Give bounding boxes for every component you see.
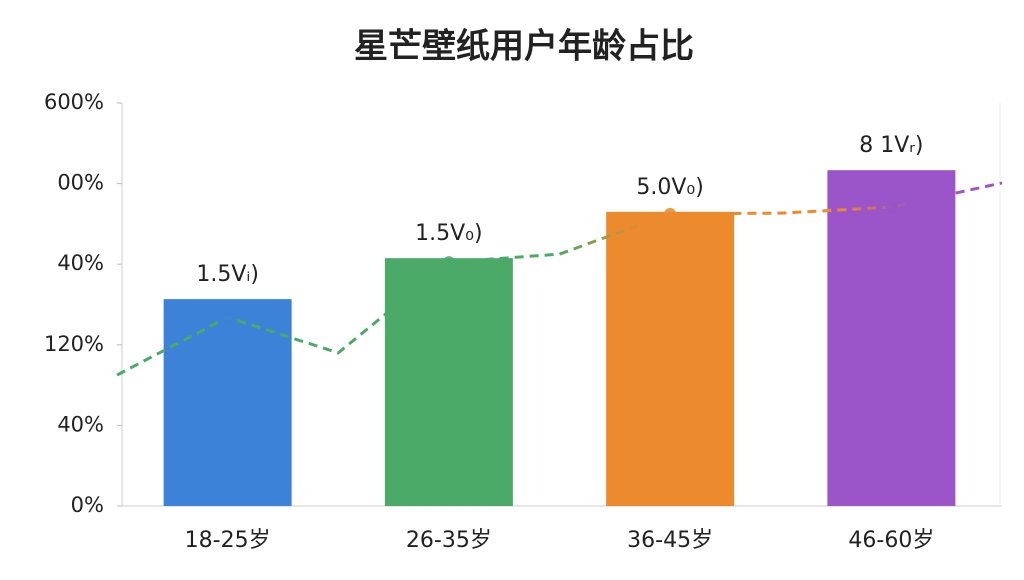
bar xyxy=(384,258,513,506)
trend-marker xyxy=(885,201,898,214)
data-label: 1.5Vᵢ) xyxy=(196,262,259,287)
chart-title: 星芒壁纸用户年龄占比 xyxy=(354,27,694,67)
x-tick-label: 18-25岁 xyxy=(185,528,271,553)
trend-marker xyxy=(664,207,677,220)
trend-marker xyxy=(221,311,234,324)
bar xyxy=(163,299,292,506)
data-label: 5.0V₀) xyxy=(636,175,703,200)
trend-marker xyxy=(442,256,455,269)
x-tick-label: 26-35岁 xyxy=(406,528,492,553)
y-tick-label: 120% xyxy=(44,332,104,356)
x-tick-label: 46-60岁 xyxy=(848,528,934,553)
y-tick-label: 0% xyxy=(71,493,104,517)
y-tick-label: 40% xyxy=(57,412,104,436)
y-tick-label: 600% xyxy=(44,90,104,114)
trend-line xyxy=(116,181,1003,377)
bar xyxy=(606,211,735,506)
x-tick-label: 36-45岁 xyxy=(627,528,713,553)
data-label: 1.5V₀) xyxy=(415,221,482,246)
bar xyxy=(827,170,956,506)
y-tick-label: 40% xyxy=(57,251,104,275)
y-tick-label: 00% xyxy=(57,171,104,195)
data-label: 8 1Vᵣ) xyxy=(859,133,923,158)
